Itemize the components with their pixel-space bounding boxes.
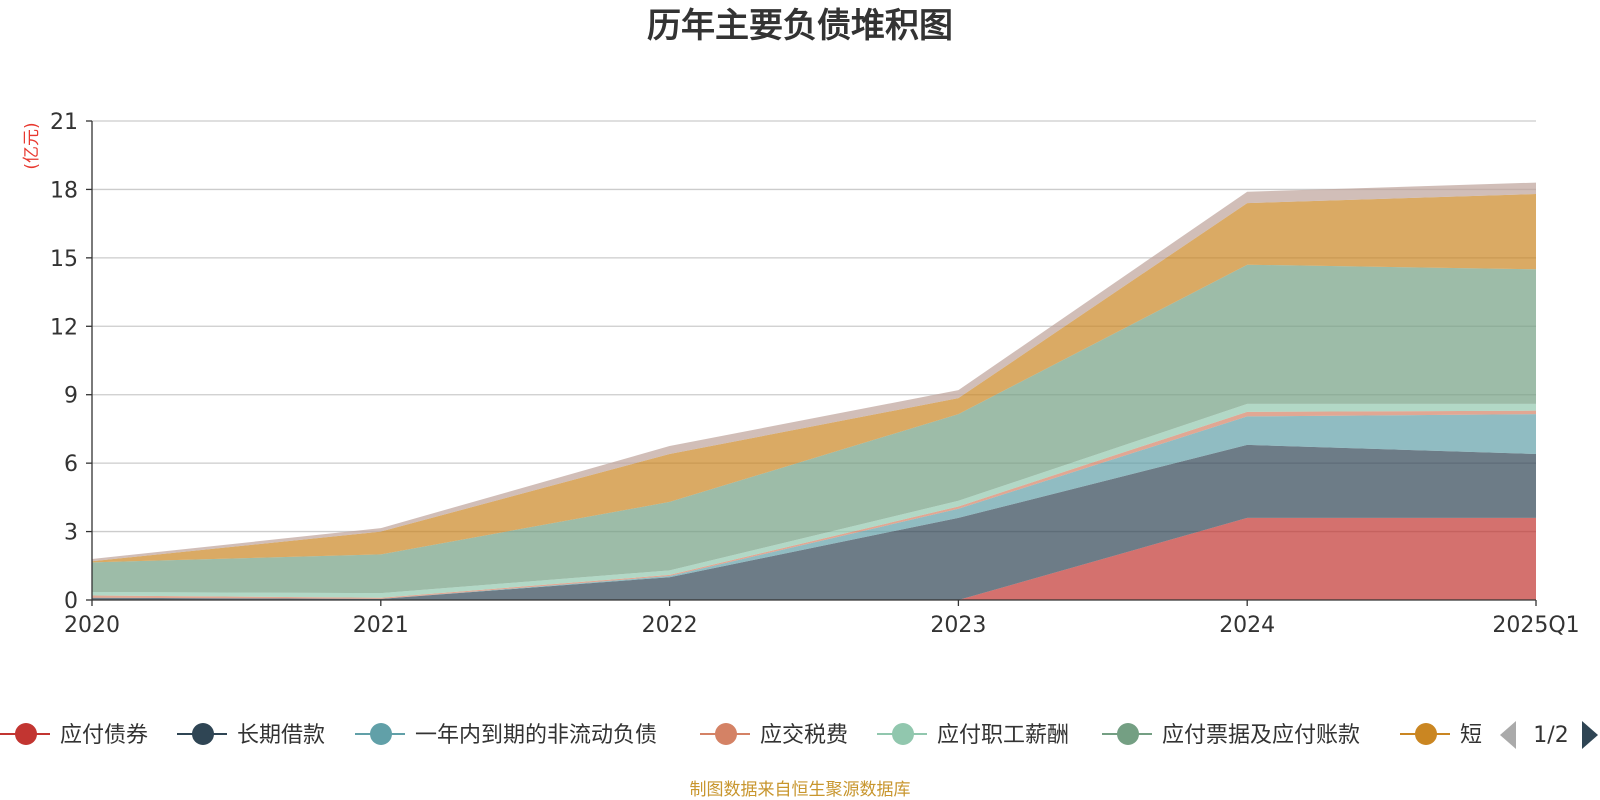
legend-next-page-icon[interactable] <box>1582 721 1598 749</box>
legend-item[interactable]: 应付票据及应付账款 <box>1102 723 1360 748</box>
chart-title: 历年主要负债堆积图 <box>647 6 953 46</box>
legend-item[interactable]: 应交税费 <box>700 723 848 748</box>
legend-marker <box>15 723 37 745</box>
legend-label: 短 <box>1460 723 1482 748</box>
y-axis-unit-label: (亿元) <box>22 122 42 169</box>
y-tick-label: 15 <box>50 247 78 272</box>
x-tick-label: 2021 <box>353 613 409 638</box>
area-series <box>92 444 1536 600</box>
legend-label: 应付职工薪酬 <box>937 723 1069 748</box>
area-series <box>92 193 1536 563</box>
legend-item[interactable]: 应付职工薪酬 <box>877 723 1069 748</box>
legend-marker <box>715 723 737 745</box>
y-tick-label: 12 <box>50 315 78 340</box>
data-source-note: 制图数据来自恒生聚源数据库 <box>690 780 911 800</box>
legend-marker <box>192 723 214 745</box>
legend-label: 长期借款 <box>237 723 325 748</box>
area-series <box>92 517 1536 600</box>
legend-item[interactable]: 一年内到期的非流动负债 <box>355 723 657 748</box>
legend-marker <box>1415 723 1437 745</box>
area-series <box>92 264 1536 594</box>
y-tick-label: 9 <box>64 384 78 409</box>
legend-marker <box>370 723 392 745</box>
x-tick-label: 2023 <box>930 613 986 638</box>
x-tick-label: 2020 <box>64 613 120 638</box>
area-series-group <box>92 182 1536 600</box>
grid-lines <box>92 120 1536 533</box>
legend: 应付债券 长期借款 一年内到期的非流动负债 应交税费 应付职工薪酬 应付票据及应付账款 短 1… <box>0 721 1598 749</box>
y-tick-label: 0 <box>64 589 78 614</box>
axes: 0 3 6 9 12 15 18 21 2020 2021 2022 2023 2024 2025Q1 <box>50 110 1580 638</box>
x-tick-label: 2022 <box>642 613 698 638</box>
legend-item[interactable]: 长期借款 <box>177 723 325 748</box>
y-tick-label: 3 <box>64 521 78 546</box>
y-tick-label: 6 <box>64 452 78 477</box>
y-tick-label: 21 <box>50 110 78 135</box>
legend-item[interactable]: 短 <box>1400 723 1482 748</box>
area-series <box>92 414 1536 599</box>
legend-label: 应付票据及应付账款 <box>1162 723 1360 748</box>
legend-marker <box>892 723 914 745</box>
x-tick-label: 2024 <box>1219 613 1275 638</box>
legend-prev-page-icon[interactable] <box>1500 721 1516 749</box>
legend-label: 应交税费 <box>760 723 848 748</box>
legend-item[interactable]: 应付债券 <box>0 723 148 748</box>
legend-label: 应付债券 <box>60 723 148 748</box>
legend-page-indicator: 1/2 <box>1533 723 1568 748</box>
y-tick-label: 18 <box>50 178 78 203</box>
legend-marker <box>1117 723 1139 745</box>
legend-label: 一年内到期的非流动负债 <box>415 723 657 748</box>
x-tick-label: 2025Q1 <box>1492 613 1579 638</box>
